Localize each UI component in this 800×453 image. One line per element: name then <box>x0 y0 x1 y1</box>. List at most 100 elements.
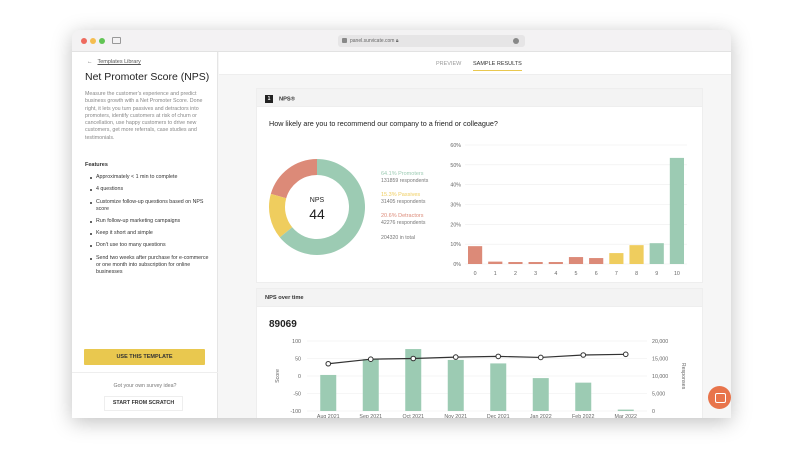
responses-bar <box>320 374 337 411</box>
legend-label: 15.3% Passives <box>381 192 421 198</box>
y-tick-label: 30% <box>450 203 461 209</box>
x-tick-label: 9 <box>655 271 658 277</box>
nps-card: 1 NPS® How likely are you to recommend ou… <box>256 88 703 283</box>
features-list: Approximately < 1 min to complete 4 ques… <box>90 174 212 281</box>
y-tick-label: 20% <box>450 222 461 228</box>
x-tick-label: Aug 2021 <box>317 414 340 418</box>
nps-label: NPS <box>310 197 325 204</box>
legend-label: 20.6% Detractors <box>381 213 424 219</box>
responses-bar <box>405 349 422 411</box>
y2-tick-label: 10,000 <box>652 374 668 380</box>
legend-label: 64.1% Promoters <box>381 171 424 177</box>
y-tick-label: 50% <box>450 163 461 169</box>
url-text: panel.survicate.com <box>350 38 395 44</box>
use-template-button[interactable]: USE THIS TEMPLATE <box>84 349 205 365</box>
nps-value: 44 <box>309 206 325 222</box>
card-header: NPS over time <box>257 289 702 307</box>
bar-score-8 <box>629 245 644 264</box>
legend-passives: 15.3% Passives 31405 respondents <box>381 192 425 206</box>
donut-slice-passives <box>269 193 293 238</box>
x-tick-label: 4 <box>554 271 557 277</box>
y-tick-label: -50 <box>293 392 301 398</box>
title-bar: panel.survicate.com 🔒︎ <box>72 30 731 52</box>
card-title: NPS over time <box>265 295 304 301</box>
x-tick-label: 0 <box>474 271 477 277</box>
nps-donut-chart: NPS 44 <box>269 159 365 256</box>
feature-item: Customize follow-up questions based on N… <box>90 199 212 213</box>
legend-count: 31405 respondents <box>381 199 426 205</box>
score-point <box>367 356 374 363</box>
responses-total: 89069 <box>269 319 297 330</box>
legend-count: 131859 respondents <box>381 178 429 184</box>
own-idea-text: Got your own survey idea? <box>113 383 177 389</box>
sidebar-toggle-icon[interactable] <box>112 37 121 44</box>
score-line <box>328 353 626 365</box>
bar-score-5 <box>568 257 584 264</box>
score-point <box>580 352 587 358</box>
back-link[interactable]: ← Templates Library <box>87 59 141 65</box>
zoom-window-button[interactable] <box>99 38 105 44</box>
nps-over-time-card: NPS over time 89069 -100 0 -50 5,000 0 10,000… <box>256 288 703 418</box>
extension-icon[interactable] <box>513 38 519 44</box>
bar-score-4 <box>548 262 563 264</box>
minimize-window-button[interactable] <box>90 38 96 44</box>
y-tick-label: 10% <box>450 242 461 248</box>
x-tick-label: Oct 2021 <box>403 414 425 418</box>
tab-preview[interactable]: PREVIEW <box>436 61 462 67</box>
score-point <box>495 353 502 360</box>
address-bar[interactable]: panel.survicate.com 🔒︎ <box>338 35 525 47</box>
score-point <box>537 354 544 361</box>
chat-launcher-button[interactable] <box>708 386 731 409</box>
bar-score-1 <box>488 261 503 264</box>
start-from-scratch-button[interactable]: START FROM SCRATCH <box>104 396 183 411</box>
x-tick-label: Feb 2022 <box>572 414 594 418</box>
feature-item: Keep it short and simple <box>90 230 212 237</box>
score-point <box>325 360 332 367</box>
browser-window: panel.survicate.com 🔒︎ ← Templates Librar… <box>72 30 731 418</box>
y2-tick-label: 20,000 <box>652 339 668 345</box>
back-link-label[interactable]: Templates Library <box>97 59 141 65</box>
feature-item: Run follow-up marketing campaigns <box>90 218 212 225</box>
x-tick-label: 5 <box>575 271 578 277</box>
x-tick-label: Sep 2021 <box>359 414 382 418</box>
question-text: How likely are you to recommend our comp… <box>269 119 498 128</box>
feature-item: Approximately < 1 min to complete <box>90 174 212 181</box>
bar-score-10 <box>669 157 684 264</box>
favicon-icon <box>342 38 347 43</box>
y2-tick-label: 15,000 <box>652 357 668 363</box>
y2-tick-label: 5,000 <box>652 392 665 398</box>
bar-score-9 <box>649 243 664 264</box>
arrow-left-icon: ← <box>87 59 93 65</box>
close-window-button[interactable] <box>81 38 87 44</box>
tab-sample-results[interactable]: SAMPLE RESULTS <box>473 61 522 71</box>
feature-item: 4 questions <box>90 186 212 193</box>
y2-axis-label: Responses <box>680 363 686 390</box>
y-axis-label: Score <box>275 369 281 383</box>
x-tick-label: 2 <box>514 271 517 277</box>
bar-score-3 <box>528 262 543 264</box>
legend-promoters: 64.1% Promoters 131859 respondents <box>381 171 428 185</box>
score-distribution-chart: 0% 10% 20% 30% 40% 50% 60% 0 1 2 3 4 5 6 7 8 9 10 <box>450 143 687 277</box>
y-tick-label: 60% <box>450 143 461 149</box>
lock-icon: 🔒︎ <box>395 38 399 44</box>
score-point <box>622 351 629 358</box>
x-tick-label: Nov 2021 <box>444 414 467 418</box>
y2-tick-label: 0 <box>652 409 655 415</box>
donut-slice-detractors <box>270 159 317 199</box>
score-point <box>410 355 417 362</box>
template-title: Net Promoter Score (NPS) <box>85 71 210 83</box>
bar-score-0 <box>468 246 483 264</box>
feature-item: Send two weeks after purchase for e-comm… <box>90 255 212 276</box>
tab-bar: PREVIEW SAMPLE RESULTS <box>219 52 731 75</box>
bar-score-2 <box>508 262 523 264</box>
legend-count: 42276 respondents <box>381 220 426 226</box>
responses-bar <box>617 409 634 411</box>
total-respondents: 204320 in total <box>381 235 416 241</box>
question-number: 1 <box>265 95 273 103</box>
card-title: NPS® <box>279 96 295 103</box>
y-tick-label: 0 <box>298 374 301 380</box>
x-tick-label: 10 <box>674 271 680 277</box>
y-tick-label: 50 <box>295 357 301 363</box>
feature-item: Don't use too many questions <box>90 242 212 249</box>
x-tick-label: 1 <box>494 271 497 277</box>
